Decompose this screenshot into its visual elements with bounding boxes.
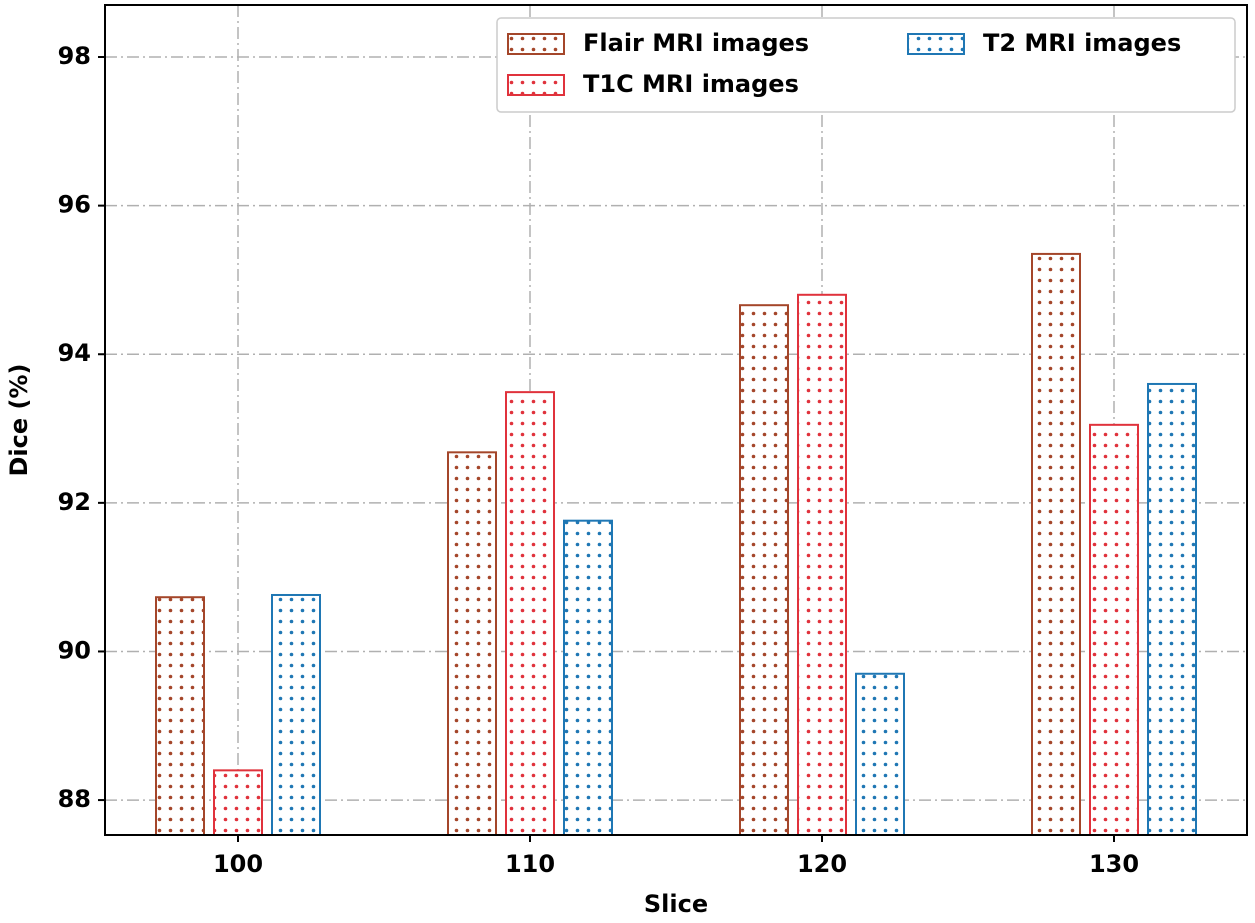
bar <box>1031 252 1081 836</box>
legend-box <box>496 17 1236 113</box>
x-axis-label: Slice <box>644 890 708 918</box>
x-tick-label: 120 <box>797 850 847 878</box>
bar <box>1147 382 1197 836</box>
legend-swatch <box>907 33 965 55</box>
plot-frame <box>104 4 1248 836</box>
x-tick-label: 100 <box>213 850 263 878</box>
bar <box>563 519 613 836</box>
y-axis-label: Dice (%) <box>5 364 33 477</box>
bar <box>739 304 789 836</box>
bar <box>855 672 905 837</box>
x-tick-label: 130 <box>1089 850 1139 878</box>
legend-swatch <box>507 33 565 55</box>
bar <box>797 293 847 837</box>
legend-label: T2 MRI images <box>983 29 1181 57</box>
bar <box>1089 423 1139 836</box>
legend-label: Flair MRI images <box>583 29 809 57</box>
y-tick-label: 96 <box>58 191 91 219</box>
y-tick-label: 98 <box>58 42 91 70</box>
y-tick-label: 92 <box>58 488 91 516</box>
x-tick-label: 110 <box>505 850 555 878</box>
bar <box>505 391 555 836</box>
legend-swatch <box>507 74 565 96</box>
bar <box>213 769 263 837</box>
bar <box>155 596 205 836</box>
bar <box>271 593 321 836</box>
y-tick-label: 88 <box>58 785 91 813</box>
y-tick-label: 90 <box>58 636 91 664</box>
y-tick-label: 94 <box>58 339 91 367</box>
bar <box>447 451 497 836</box>
legend-label: T1C MRI images <box>583 70 799 98</box>
